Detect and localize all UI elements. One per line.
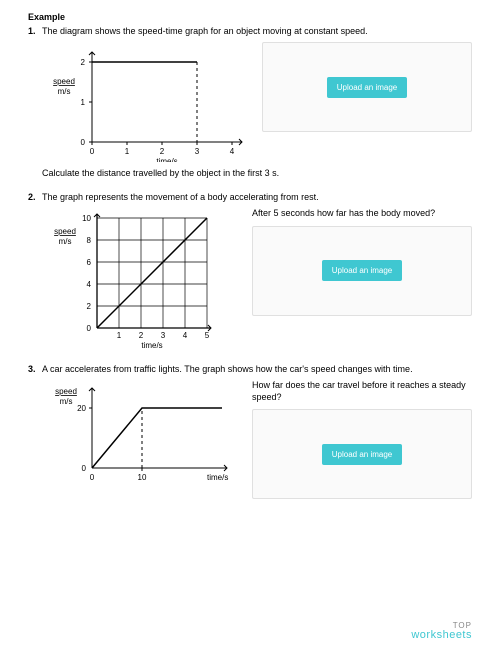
svg-text:10: 10	[138, 473, 147, 482]
svg-text:0: 0	[87, 324, 92, 333]
svg-text:0: 0	[82, 464, 87, 473]
problem-number: 1.	[28, 26, 42, 36]
upload-area-2[interactable]: Upload an image	[252, 226, 472, 316]
y-axis-label: speed	[53, 77, 75, 86]
upload-button[interactable]: Upload an image	[322, 444, 402, 465]
ytick: 2	[81, 58, 86, 67]
upload-button[interactable]: Upload an image	[322, 260, 402, 281]
svg-text:4: 4	[183, 331, 188, 340]
problem-followup: Calculate the distance travelled by the …	[28, 168, 472, 178]
upload-area-3[interactable]: Upload an image	[252, 409, 472, 499]
y-axis-label: speed	[54, 227, 76, 236]
ytick: 1	[81, 98, 86, 107]
x-axis-label: time/s	[156, 157, 177, 162]
footer-bottom: worksheets	[411, 630, 472, 641]
problem-description: The graph represents the movement of a b…	[42, 192, 472, 202]
problem-number: 3.	[28, 364, 42, 374]
data-line	[97, 218, 207, 328]
upload-button[interactable]: Upload an image	[327, 77, 407, 98]
problem-description: The diagram shows the speed-time graph f…	[42, 26, 472, 36]
xtick: 1	[125, 147, 130, 156]
svg-text:2: 2	[139, 331, 144, 340]
y-axis-unit: m/s	[60, 397, 73, 406]
chart-3: 20 0 10 0 speed m/s time/s	[42, 380, 242, 497]
y-axis-label: speed	[55, 387, 77, 396]
problem-1: 1. The diagram shows the speed-time grap…	[28, 26, 472, 178]
problem-number: 2.	[28, 192, 42, 202]
chart-1: 0 1 2 0 1 2 3 4 speed m/s time/s	[42, 42, 252, 164]
svg-text:1: 1	[117, 331, 122, 340]
side-question: How far does the car travel before it re…	[252, 380, 472, 403]
section-heading: Example	[28, 12, 472, 22]
chart-2: 0 2 4 6 8 10 1 2 3 4 5 speed m/s	[42, 208, 242, 350]
svg-text:10: 10	[82, 214, 91, 223]
svg-text:6: 6	[87, 258, 92, 267]
svg-text:2: 2	[87, 302, 92, 311]
svg-text:20: 20	[77, 404, 86, 413]
y-axis-unit: m/s	[58, 87, 71, 96]
side-question: After 5 seconds how far has the body mov…	[252, 208, 472, 220]
upload-area-1[interactable]: Upload an image	[262, 42, 472, 132]
footer-brand: TOP worksheets	[411, 622, 472, 641]
xtick: 0	[90, 147, 95, 156]
y-axis-unit: m/s	[59, 237, 72, 246]
xtick: 4	[230, 147, 235, 156]
x-axis-label: time/s	[141, 341, 162, 348]
problem-2: 2. The graph represents the movement of …	[28, 192, 472, 350]
problem-3: 3. A car accelerates from traffic lights…	[28, 364, 472, 499]
svg-text:4: 4	[87, 280, 92, 289]
xtick: 3	[195, 147, 200, 156]
ytick: 0	[81, 138, 86, 147]
x-axis-label: time/s	[207, 473, 228, 482]
svg-text:5: 5	[205, 331, 210, 340]
xtick: 2	[160, 147, 165, 156]
problem-description: A car accelerates from traffic lights. T…	[42, 364, 472, 374]
data-line	[92, 408, 222, 468]
svg-text:3: 3	[161, 331, 166, 340]
svg-text:0: 0	[90, 473, 95, 482]
svg-text:8: 8	[87, 236, 92, 245]
